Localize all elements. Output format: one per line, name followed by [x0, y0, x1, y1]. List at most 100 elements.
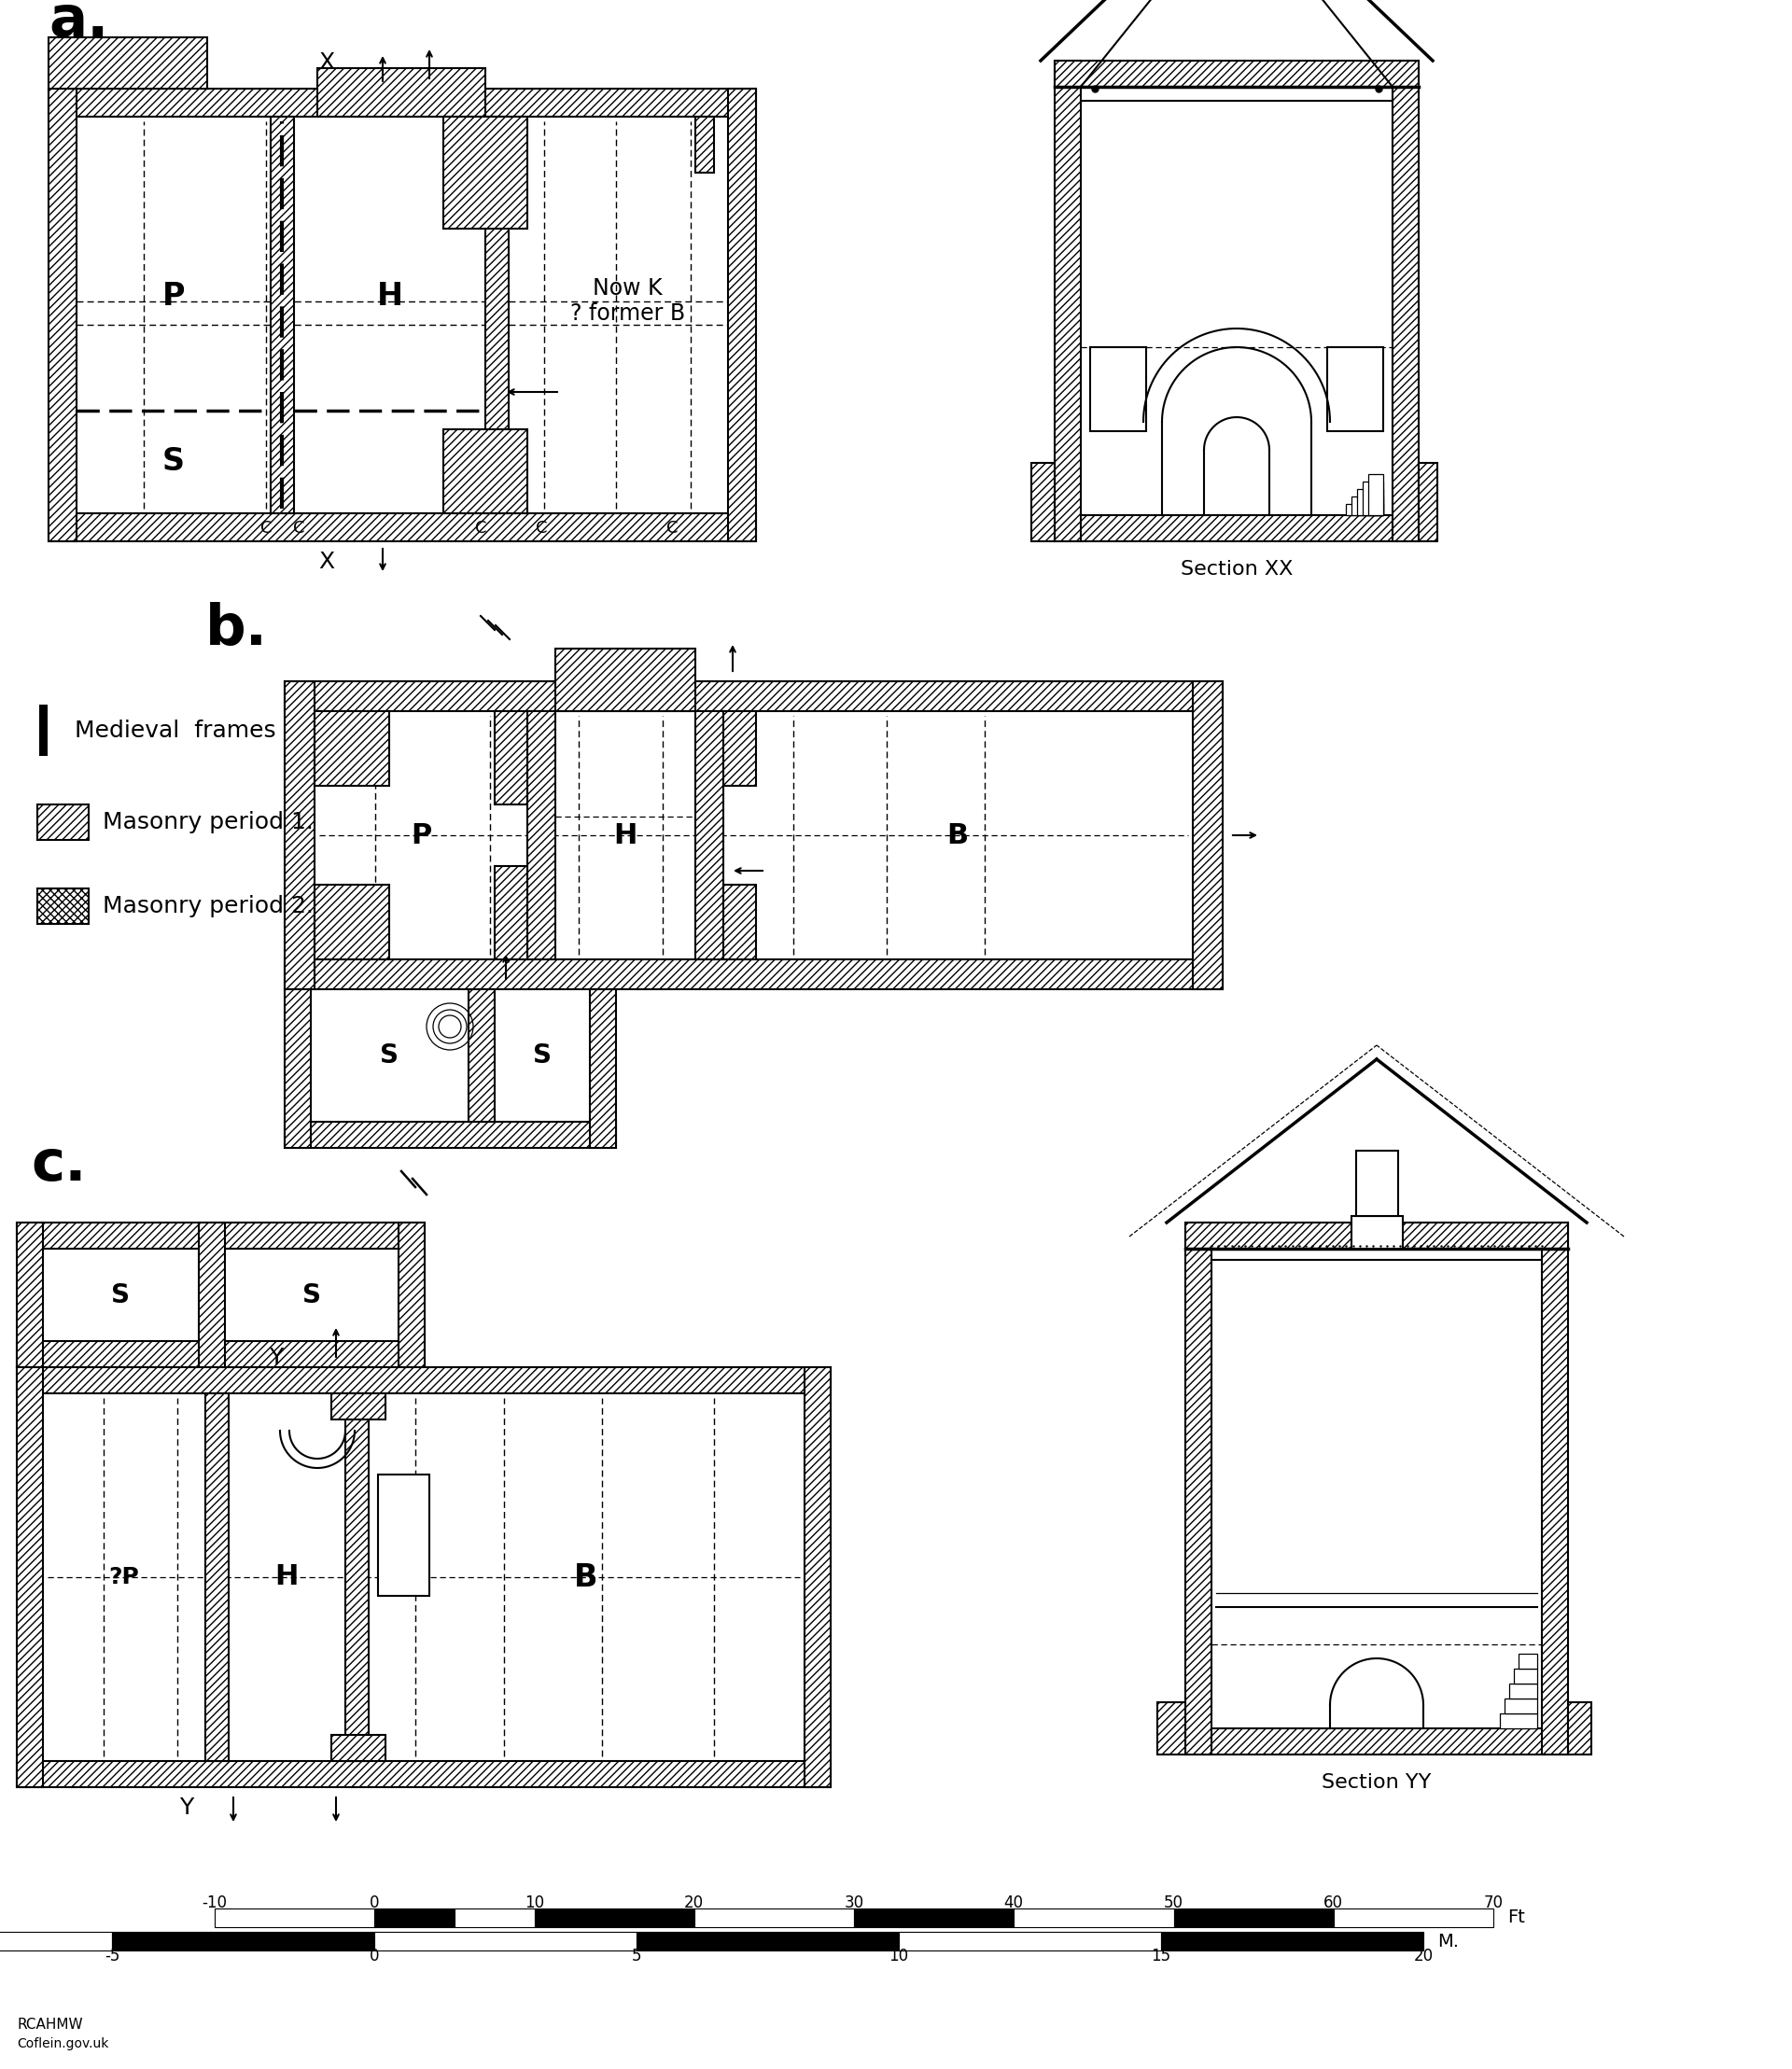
Bar: [215, 1908, 375, 1926]
Bar: [398, 1223, 425, 1368]
Bar: [455, 1908, 534, 1926]
Bar: [1185, 1223, 1568, 1250]
Bar: [1357, 488, 1383, 515]
Bar: [636, 1932, 900, 1951]
Bar: [315, 886, 389, 960]
Text: X: X: [319, 52, 335, 74]
Bar: [317, 68, 486, 116]
Text: M.: M.: [1437, 1932, 1459, 1949]
Bar: [728, 89, 756, 542]
Bar: [1158, 1703, 1185, 1755]
Bar: [1174, 1908, 1333, 1926]
Bar: [1505, 1699, 1538, 1713]
Bar: [16, 1368, 831, 1392]
Bar: [375, 1932, 636, 1951]
Text: a.: a.: [48, 0, 109, 50]
Bar: [1357, 1150, 1398, 1217]
Bar: [285, 681, 1222, 712]
Bar: [695, 116, 713, 172]
Bar: [332, 1736, 385, 1761]
Bar: [1055, 60, 1419, 87]
Bar: [199, 1223, 226, 1368]
Bar: [527, 712, 556, 960]
Text: B: B: [946, 821, 968, 848]
Text: X: X: [319, 550, 335, 573]
Bar: [1392, 60, 1419, 542]
Bar: [48, 89, 77, 542]
Bar: [443, 428, 527, 513]
Bar: [1333, 1908, 1493, 1926]
Text: B: B: [573, 1562, 599, 1593]
Bar: [16, 1761, 831, 1788]
Text: 0: 0: [369, 1947, 380, 1963]
Bar: [1032, 463, 1055, 542]
Text: 20: 20: [1414, 1947, 1434, 1963]
Bar: [1541, 1223, 1568, 1755]
Text: 20: 20: [685, 1895, 704, 1912]
Bar: [724, 886, 756, 960]
Text: -5: -5: [104, 1947, 120, 1963]
Bar: [1185, 1223, 1211, 1755]
Text: S: S: [163, 447, 185, 478]
Bar: [443, 116, 527, 230]
Text: P: P: [410, 821, 432, 848]
Bar: [1568, 1703, 1591, 1755]
Text: 70: 70: [1484, 1895, 1503, 1912]
Bar: [900, 1932, 1161, 1951]
Text: Ft: Ft: [1507, 1910, 1525, 1926]
Bar: [271, 116, 294, 513]
Bar: [1509, 1684, 1538, 1699]
Bar: [694, 1908, 855, 1926]
Bar: [16, 1341, 425, 1368]
Bar: [48, 513, 756, 542]
Bar: [1362, 482, 1383, 515]
Text: -10: -10: [202, 1895, 228, 1912]
Bar: [1014, 1908, 1174, 1926]
Bar: [346, 1392, 369, 1761]
Text: C: C: [536, 519, 547, 536]
Bar: [0, 1932, 113, 1951]
Bar: [16, 1223, 425, 1250]
Bar: [1351, 1217, 1403, 1250]
Bar: [48, 37, 208, 89]
Text: b.: b.: [206, 602, 267, 658]
Bar: [38, 805, 88, 840]
Text: H: H: [274, 1564, 299, 1591]
Text: 0: 0: [369, 1895, 380, 1912]
Bar: [1193, 681, 1222, 989]
Text: 40: 40: [1004, 1895, 1023, 1912]
Bar: [1161, 1932, 1423, 1951]
Bar: [285, 989, 310, 1148]
Text: Masonry period 2.: Masonry period 2.: [102, 896, 314, 917]
Bar: [1090, 348, 1147, 430]
Bar: [48, 89, 756, 116]
Text: C: C: [475, 519, 486, 536]
Text: 30: 30: [844, 1895, 864, 1912]
Bar: [1185, 1728, 1568, 1755]
Bar: [724, 712, 756, 786]
Bar: [332, 1392, 385, 1419]
Text: S: S: [303, 1283, 321, 1308]
Bar: [534, 1908, 694, 1926]
Text: P: P: [161, 281, 185, 312]
Bar: [1351, 497, 1383, 515]
Bar: [468, 989, 495, 1121]
Bar: [1055, 515, 1419, 542]
Bar: [556, 648, 695, 712]
Text: 60: 60: [1324, 1895, 1344, 1912]
Bar: [113, 1932, 375, 1951]
Bar: [1055, 60, 1081, 542]
Text: C: C: [260, 519, 272, 536]
Bar: [16, 1223, 43, 1368]
Bar: [378, 1475, 430, 1595]
Bar: [495, 712, 527, 805]
Text: S: S: [380, 1043, 398, 1068]
Bar: [1419, 463, 1437, 542]
Bar: [285, 681, 315, 989]
Bar: [39, 706, 48, 755]
Bar: [375, 1908, 455, 1926]
Bar: [805, 1368, 831, 1788]
Text: H: H: [376, 281, 403, 312]
Bar: [695, 712, 724, 960]
Text: c.: c.: [30, 1138, 86, 1192]
